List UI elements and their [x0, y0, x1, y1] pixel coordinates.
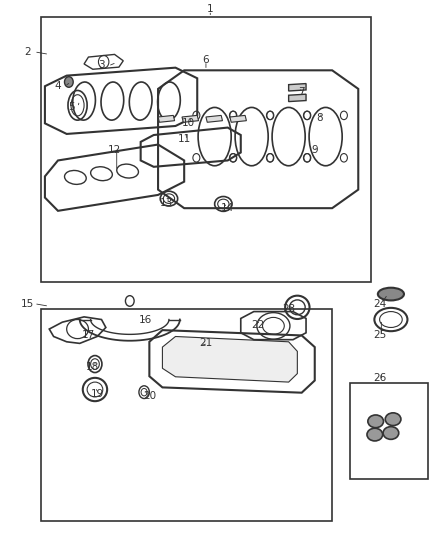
Text: 24: 24 — [374, 298, 387, 309]
Ellipse shape — [378, 288, 404, 301]
Polygon shape — [206, 115, 223, 122]
Text: 22: 22 — [251, 320, 265, 330]
Text: 17: 17 — [82, 330, 95, 341]
Polygon shape — [289, 94, 306, 102]
Text: 6: 6 — [203, 55, 209, 64]
Text: 18: 18 — [86, 362, 99, 372]
Text: 3: 3 — [98, 60, 105, 70]
Ellipse shape — [368, 415, 384, 427]
Polygon shape — [230, 115, 247, 122]
Text: 7: 7 — [298, 86, 305, 96]
Polygon shape — [162, 336, 297, 382]
Text: 10: 10 — [182, 118, 195, 128]
Polygon shape — [158, 115, 175, 122]
Ellipse shape — [367, 428, 383, 441]
Text: 4: 4 — [55, 81, 61, 91]
Text: 11: 11 — [177, 134, 191, 144]
Text: 23: 23 — [282, 304, 295, 314]
Ellipse shape — [385, 413, 401, 425]
Polygon shape — [182, 115, 198, 122]
Text: 19: 19 — [91, 389, 104, 399]
Polygon shape — [289, 84, 306, 91]
Text: 2: 2 — [24, 47, 31, 56]
Text: 1: 1 — [207, 4, 214, 14]
Text: 14: 14 — [221, 203, 234, 213]
Text: 8: 8 — [316, 113, 322, 123]
Text: 25: 25 — [374, 330, 387, 341]
Text: 9: 9 — [311, 145, 318, 155]
Text: 26: 26 — [374, 373, 387, 383]
Text: 20: 20 — [143, 391, 156, 401]
Text: 16: 16 — [138, 314, 152, 325]
Text: 12: 12 — [108, 145, 121, 155]
Text: 21: 21 — [199, 338, 212, 349]
Text: 13: 13 — [160, 198, 173, 208]
Ellipse shape — [383, 426, 399, 439]
Text: 5: 5 — [68, 102, 74, 112]
Text: 15: 15 — [21, 298, 34, 309]
Circle shape — [64, 77, 73, 87]
